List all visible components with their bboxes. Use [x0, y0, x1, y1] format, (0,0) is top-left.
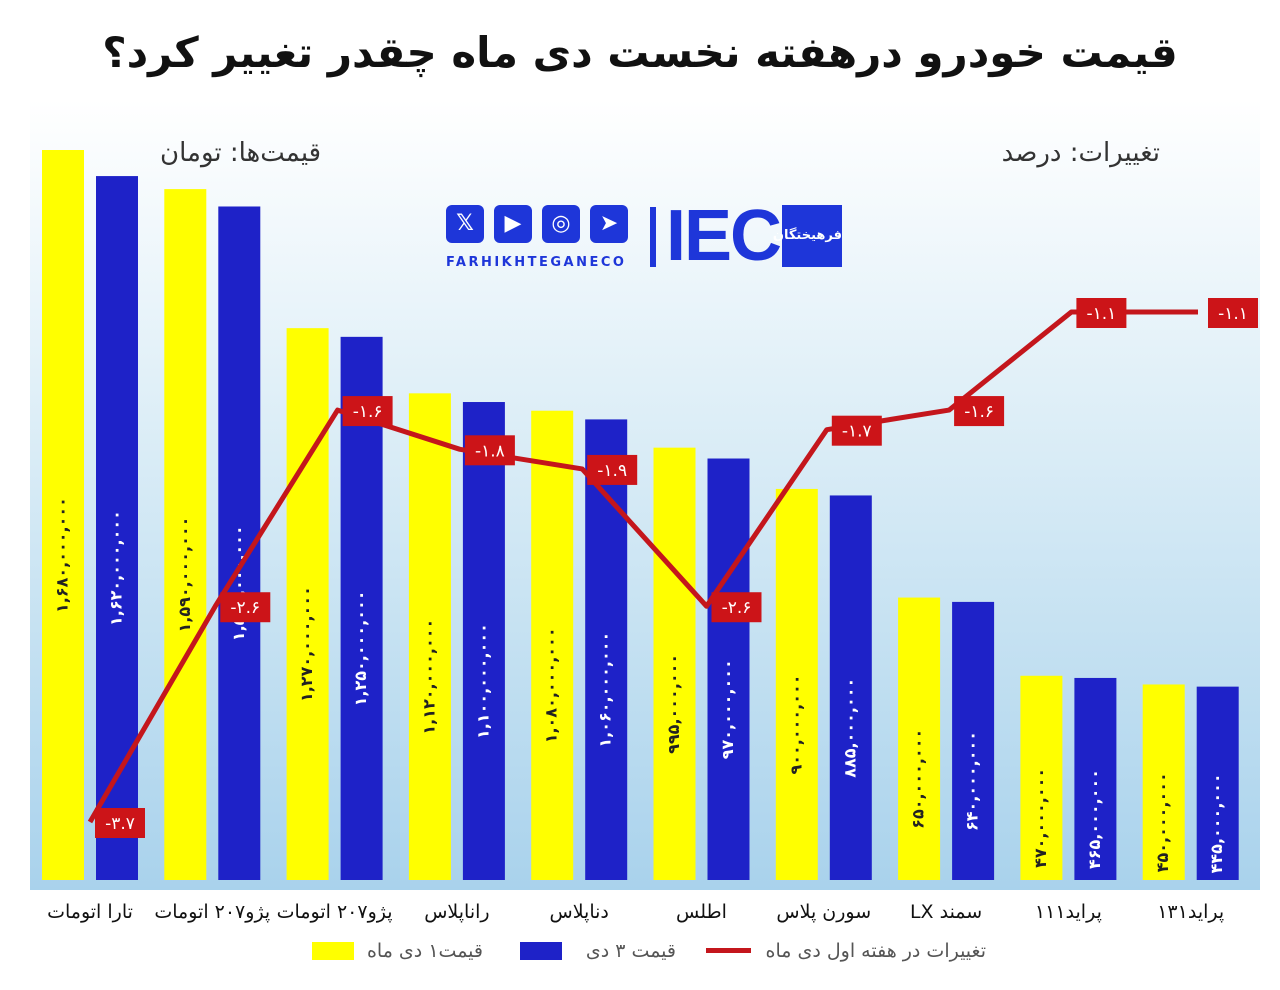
category-label: اطلس — [676, 901, 727, 923]
category-label: سورن پلاس — [776, 901, 871, 923]
bar-dey1 — [1142, 684, 1185, 880]
bar-dey1 — [775, 488, 818, 880]
value-label-dey3: ۴۶۵,۰۰۰,۰۰۰ — [1085, 769, 1104, 869]
brand-logo-box: فرهیختگان — [773, 205, 842, 267]
change-label: -۱.۷ — [842, 422, 872, 442]
change-line — [87, 309, 1198, 824]
bar-dey1 — [1020, 675, 1063, 880]
page-title: قیمت خودرو درهفته نخست دی ماه چقدر تغییر… — [102, 28, 1178, 77]
value-label-dey3: ۹۷۰,۰۰۰,۰۰۰ — [718, 659, 737, 759]
legend-label-change: تغییرات در هفته اول دی ماه — [765, 940, 986, 962]
legend-swatch-dey1 — [312, 942, 354, 960]
change-label: -۳.۷ — [105, 814, 135, 834]
value-label-dey1: ۱,۰۸۰,۰۰۰,۰۰۰ — [542, 627, 561, 743]
bar-dey1 — [531, 410, 574, 880]
telegram-icon: ➤ — [590, 205, 628, 243]
bar-dey1 — [653, 447, 696, 880]
value-label-dey1: ۴۵۰,۰۰۰,۰۰۰ — [1153, 772, 1172, 872]
change-label-box — [1208, 298, 1258, 328]
value-label-dey1: ۱,۲۷۰,۰۰۰,۰۰۰ — [297, 586, 316, 702]
change-label-box — [220, 592, 271, 623]
bar-dey3 — [952, 601, 995, 880]
change-label: -۱.۶ — [964, 402, 994, 422]
brand-logo: IEC — [666, 196, 782, 276]
value-label-dey3: ۸۸۵,۰۰۰,۰۰۰ — [840, 678, 859, 778]
change-unit-note: تغییرات: درصد — [1001, 138, 1160, 168]
category-label: سمند LX — [910, 901, 982, 923]
bar-dey1 — [164, 189, 207, 880]
change-label: -۱.۶ — [353, 402, 383, 422]
value-label-dey1: ۴۷۰,۰۰۰,۰۰۰ — [1031, 768, 1050, 868]
category-label: پژو۲۰۷ اتومات — [154, 901, 270, 923]
change-label-box — [1076, 298, 1127, 328]
change-label: -۲.۶ — [230, 598, 260, 618]
price-unit-note: قیمت‌ها: تومان — [160, 138, 322, 168]
value-label-dey3: ۴۴۵,۰۰۰,۰۰۰ — [1207, 773, 1226, 873]
category-label: تارا اتومات — [47, 901, 133, 923]
legend-label-dey3: قیمت ۳ دی — [585, 940, 676, 962]
change-label-box — [954, 396, 1005, 427]
value-label-dey3: ۱,۶۲۰,۰۰۰,۰۰۰ — [107, 510, 126, 626]
value-label-dey3: ۶۴۰,۰۰۰,۰۰۰ — [963, 731, 982, 831]
legend-label-dey1: قیمت۱ دی ماه — [366, 940, 483, 962]
legend-swatch-dey3 — [520, 942, 562, 960]
change-label: -۲.۶ — [722, 598, 752, 618]
bar-dey3 — [462, 402, 505, 880]
change-label-box — [342, 396, 393, 427]
category-label: پراید۱۱۱ — [1035, 901, 1102, 923]
change-label: -۱.۱ — [1086, 304, 1116, 324]
value-label-dey1: ۱,۵۹۰,۰۰۰,۰۰۰ — [175, 517, 194, 633]
bar-dey1 — [286, 328, 329, 880]
legend-swatch-change — [706, 948, 751, 953]
change-label-box — [95, 808, 145, 838]
value-label-dey3: ۱,۱۰۰,۰۰۰,۰۰۰ — [473, 623, 492, 739]
category-label: راناپلاس — [424, 901, 489, 923]
category-label: دناپلاس — [550, 901, 609, 923]
change-label-box — [831, 415, 882, 446]
bar-dey1 — [898, 597, 941, 880]
logo-divider — [650, 207, 656, 267]
change-label: -۱.۹ — [597, 461, 627, 481]
bar-dey3 — [340, 336, 383, 881]
brand-url: FARHIKHTEGANECO — [446, 255, 627, 270]
value-label-dey1: ۱,۱۲۰,۰۰۰,۰۰۰ — [419, 619, 438, 735]
value-label-dey1: ۹۰۰,۰۰۰,۰۰۰ — [786, 674, 805, 774]
bar-dey3 — [1196, 686, 1239, 880]
value-label-dey3: ۱,۲۵۰,۰۰۰,۰۰۰ — [351, 590, 370, 706]
change-label: -۱.۸ — [475, 441, 505, 461]
change-label: -۱.۱ — [1218, 304, 1248, 324]
youtube-icon: ▶ — [494, 205, 532, 243]
change-label-box — [464, 435, 515, 466]
x-icon: 𝕏 — [446, 205, 484, 243]
bar-dey1 — [42, 150, 84, 880]
category-label: پراید۱۳۱ — [1157, 901, 1224, 923]
value-label-dey1: ۹۹۵,۰۰۰,۰۰۰ — [664, 654, 683, 754]
bar-dey3 — [1074, 677, 1117, 880]
value-label-dey1: ۶۵۰,۰۰۰,۰۰۰ — [909, 729, 928, 829]
change-label-box — [587, 454, 638, 485]
change-label-box — [711, 592, 762, 623]
value-label-dey3: ۱,۰۶۰,۰۰۰,۰۰۰ — [596, 632, 615, 748]
bar-dey1 — [408, 393, 451, 880]
bar-dey3 — [707, 458, 750, 880]
value-label-dey1: ۱,۶۸۰,۰۰۰,۰۰۰ — [53, 497, 72, 613]
instagram-icon: ◎ — [542, 205, 580, 243]
bar-dey3 — [96, 176, 138, 881]
bar-dey3 — [829, 495, 872, 880]
category-label: پژو۲۰۷ اتومات — [277, 901, 393, 923]
